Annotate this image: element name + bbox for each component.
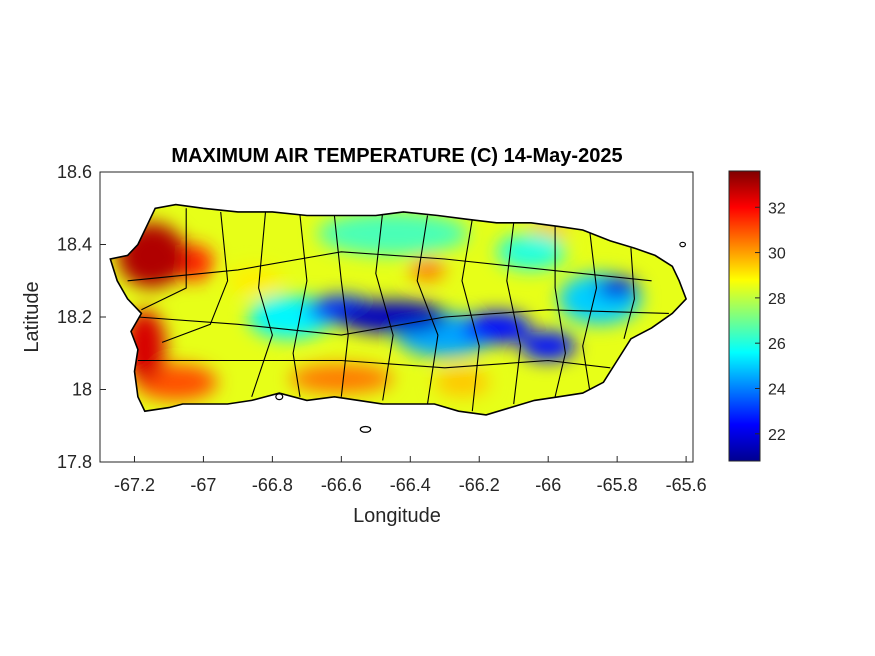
temperature-blob-15 bbox=[462, 311, 531, 345]
small-islands bbox=[275, 241, 687, 433]
y-tick-label-4: 17.8 bbox=[57, 452, 92, 472]
y-tick-label-2: 18.2 bbox=[57, 307, 92, 327]
colorbar bbox=[728, 170, 761, 462]
colorbar-tick-label-1: 30 bbox=[768, 246, 786, 263]
colorbar-tick-label-2: 28 bbox=[768, 291, 786, 308]
municipal-boundary-13 bbox=[137, 309, 669, 336]
municipal-boundary-3 bbox=[292, 215, 308, 397]
colorbar-tick-label-3: 26 bbox=[768, 336, 786, 353]
municipal-boundary-11 bbox=[623, 248, 635, 339]
temperature-blob-18 bbox=[337, 300, 449, 334]
x-tick-label-7: -65.8 bbox=[597, 475, 638, 495]
municipal-boundary-0 bbox=[141, 208, 187, 311]
temperature-blob-1 bbox=[434, 367, 490, 397]
temperature-blob-16 bbox=[520, 331, 576, 361]
island-outline bbox=[109, 203, 688, 416]
municipal-boundary-5 bbox=[375, 211, 394, 401]
temperature-blob-3 bbox=[317, 211, 469, 256]
small-island-1 bbox=[275, 393, 284, 401]
temperature-map bbox=[110, 204, 687, 415]
municipal-boundary-6 bbox=[416, 215, 439, 405]
x-axis-ticks: -67.2 -67 -66.8 -66.6 -66.4 -66.2 -66 -65.8 -65.… bbox=[114, 456, 707, 495]
x-tick-label-3: -66.6 bbox=[321, 475, 362, 495]
colorbar-ticks: 32 30 28 26 24 22 bbox=[755, 200, 786, 444]
municipal-boundaries bbox=[127, 208, 669, 412]
chart-title: MAXIMUM AIR TEMPERATURE (C) 14-May-2025 bbox=[171, 145, 622, 167]
municipal-boundary-1 bbox=[161, 211, 229, 343]
x-tick-label-8: -65.6 bbox=[666, 475, 707, 495]
municipal-boundary-9 bbox=[554, 226, 566, 397]
temperature-blob-17 bbox=[596, 277, 638, 299]
y-axis-label: Latitude bbox=[21, 281, 43, 352]
y-tick-label-0: 18.6 bbox=[57, 162, 92, 182]
x-axis-label: Longitude bbox=[353, 505, 441, 527]
temperature-blob-5 bbox=[410, 259, 445, 281]
municipal-boundary-10 bbox=[582, 229, 598, 390]
y-tick-label-3: 18 bbox=[72, 380, 92, 400]
municipal-boundary-4 bbox=[333, 215, 349, 397]
small-island-2 bbox=[679, 241, 687, 248]
municipal-boundary-14 bbox=[137, 359, 611, 369]
temperature-blob-4 bbox=[289, 364, 394, 394]
y-tick-label-1: 18.4 bbox=[57, 235, 92, 255]
x-tick-label-0: -67.2 bbox=[114, 475, 155, 495]
colorbar-tick-label-0: 32 bbox=[768, 200, 786, 217]
colorbar-tick-label-4: 24 bbox=[768, 382, 786, 399]
municipal-boundary-12 bbox=[127, 251, 652, 282]
x-tick-label-6: -66 bbox=[535, 475, 561, 495]
temperature-blob-6 bbox=[496, 233, 566, 270]
x-tick-label-5: -66.2 bbox=[459, 475, 500, 495]
x-tick-label-2: -66.8 bbox=[252, 475, 293, 495]
municipal-boundary-7 bbox=[461, 219, 480, 412]
municipal-boundary-2 bbox=[251, 211, 273, 397]
colorbar-tick-label-5: 22 bbox=[768, 427, 786, 444]
x-tick-label-1: -67 bbox=[190, 475, 216, 495]
x-tick-label-4: -66.4 bbox=[390, 475, 431, 495]
temperature-blob-0 bbox=[227, 266, 283, 296]
small-island-0 bbox=[359, 425, 372, 433]
municipal-boundary-8 bbox=[506, 222, 522, 405]
y-axis-ticks: 18.6 18.4 18.2 18 17.8 bbox=[57, 162, 106, 472]
